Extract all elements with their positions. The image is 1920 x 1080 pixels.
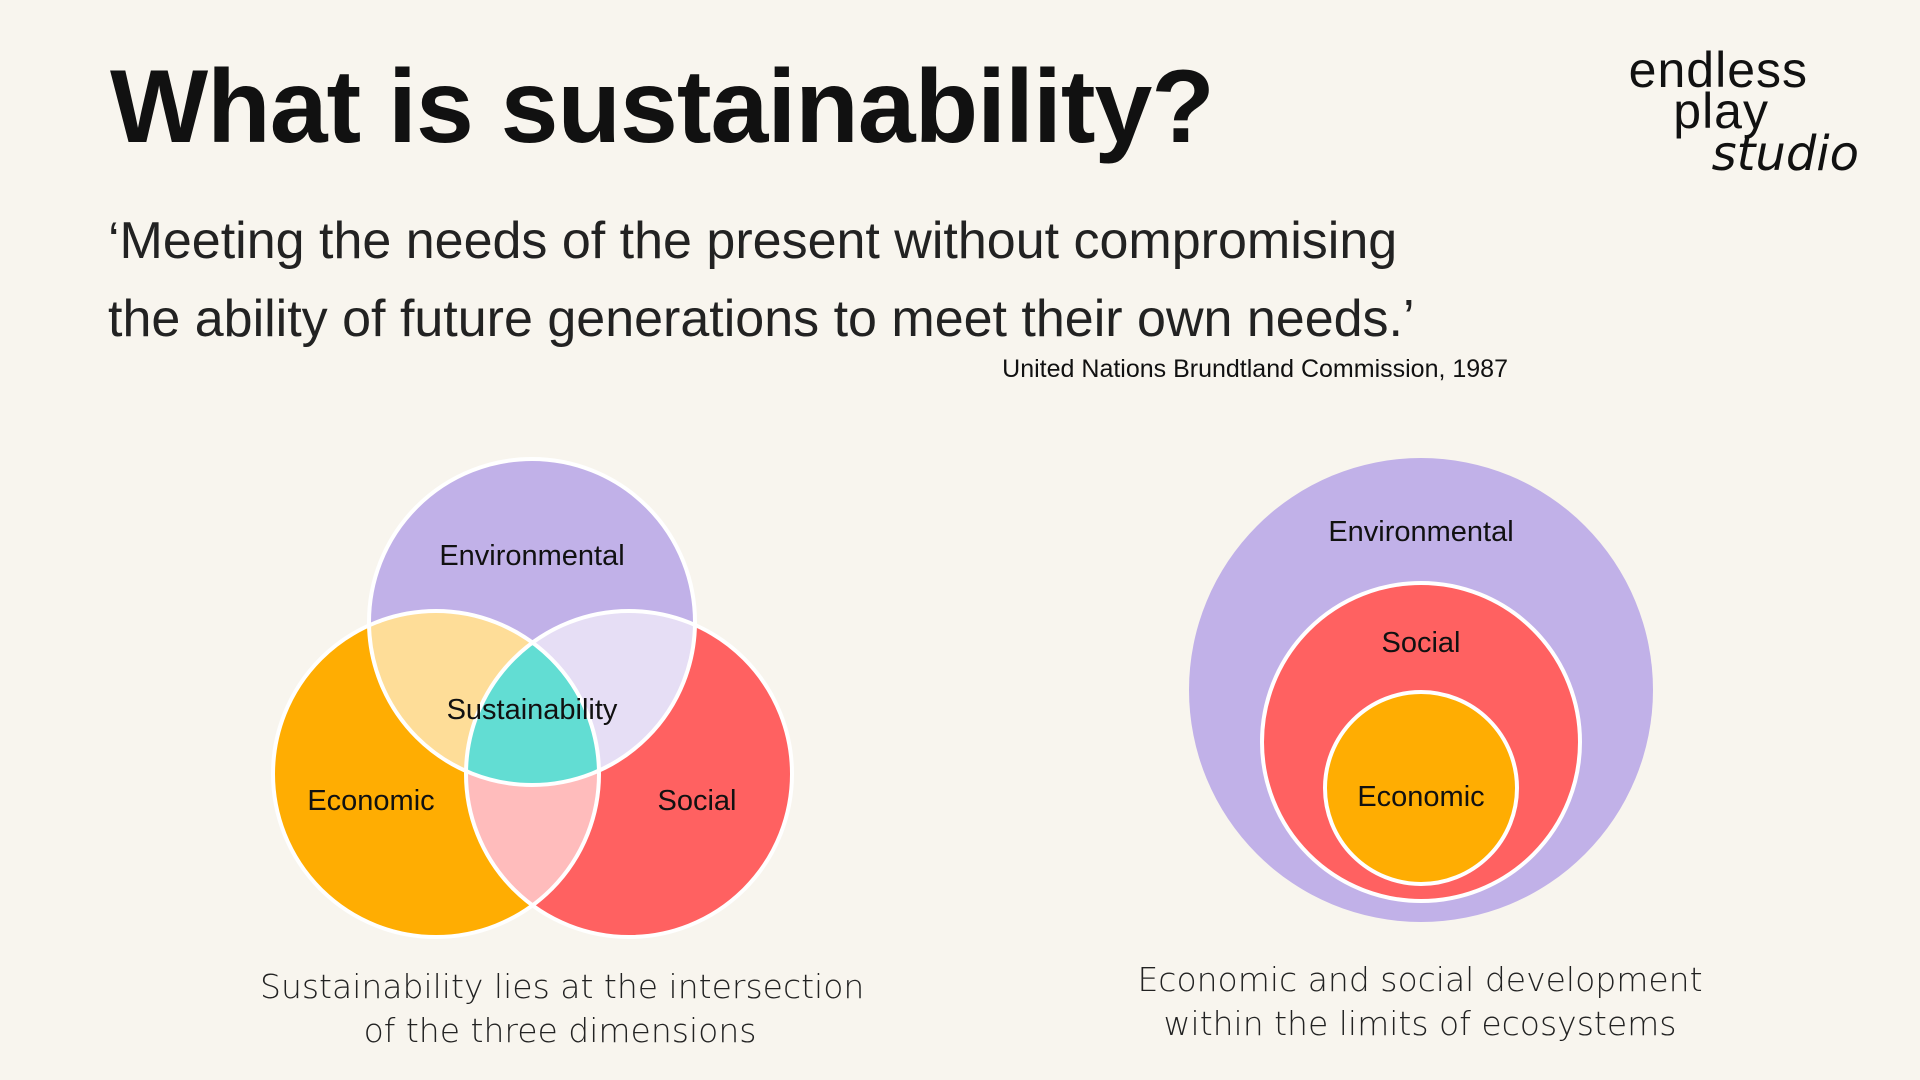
nested-diagram: Environmental Social Economic bbox=[1189, 458, 1653, 922]
nested-economic-circle bbox=[1323, 690, 1519, 886]
venn-label-social: Social bbox=[658, 785, 737, 817]
logo-text-studio: studio bbox=[1711, 126, 1859, 182]
venn-caption: Sustainability lies at the intersection … bbox=[260, 965, 865, 1053]
venn-diagram: Environmental Sustainability Economic So… bbox=[271, 457, 794, 939]
venn-label-environmental: Environmental bbox=[439, 540, 624, 572]
venn-sustainability-center bbox=[466, 611, 599, 785]
nested-label-social: Social bbox=[1382, 627, 1461, 659]
nested-caption-line-2: within the limits of ecosystems bbox=[1163, 1004, 1677, 1043]
definition-quote: ‘Meeting the needs of the present withou… bbox=[108, 202, 1548, 358]
logo-text-endless: endless bbox=[1628, 42, 1808, 98]
venn-caption-line-1: Sustainability lies at the intersection bbox=[260, 967, 865, 1006]
page-title: What is sustainability? bbox=[110, 49, 1215, 165]
quote-citation: United Nations Brundtland Commission, 19… bbox=[1002, 355, 1508, 383]
nested-label-environmental: Environmental bbox=[1328, 516, 1513, 548]
nested-label-economic: Economic bbox=[1357, 781, 1484, 813]
brand-logo: endless play studio bbox=[1629, 40, 1865, 182]
venn-caption-line-2: of the three dimensions bbox=[363, 1011, 757, 1050]
quote-line-1: ‘Meeting the needs of the present withou… bbox=[108, 212, 1398, 270]
nested-caption-line-1: Economic and social development bbox=[1137, 960, 1703, 999]
venn-label-economic: Economic bbox=[307, 785, 434, 817]
nested-caption: Economic and social development within t… bbox=[1120, 958, 1720, 1046]
venn-label-center: Sustainability bbox=[447, 694, 618, 726]
quote-line-2: the ability of future generations to mee… bbox=[108, 290, 1415, 348]
logo-text-play: play bbox=[1673, 83, 1769, 139]
